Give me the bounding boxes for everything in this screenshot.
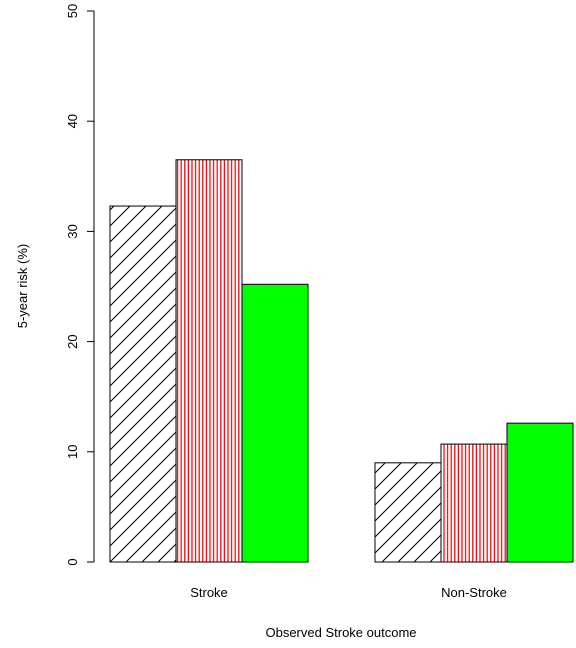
- y-tick-label: 0: [65, 558, 80, 565]
- y-axis: 0 10 20 30 40 50: [65, 4, 95, 566]
- y-tick-label: 10: [65, 445, 80, 459]
- x-tick-label: Stroke: [190, 585, 228, 600]
- y-axis-title: 5-year risk (%): [15, 244, 30, 329]
- x-tick-labels: Stroke Non-Stroke: [190, 585, 507, 600]
- bar-stroke-2: [175, 159, 243, 563]
- bar-non-stroke-3: [506, 422, 574, 563]
- y-tick-label: 40: [65, 114, 80, 128]
- bar-non-stroke-2: [440, 443, 508, 563]
- x-tick-label: Non-Stroke: [441, 585, 507, 600]
- y-tick-label: 20: [65, 334, 80, 348]
- bars: [109, 159, 574, 563]
- x-axis-title: Observed Stroke outcome: [265, 625, 416, 640]
- y-tick-label: 30: [65, 224, 80, 238]
- bar-stroke-1: [109, 205, 177, 563]
- y-tick-label: 50: [65, 4, 80, 18]
- bar-non-stroke-1: [374, 462, 442, 563]
- bar-stroke-3: [241, 283, 309, 563]
